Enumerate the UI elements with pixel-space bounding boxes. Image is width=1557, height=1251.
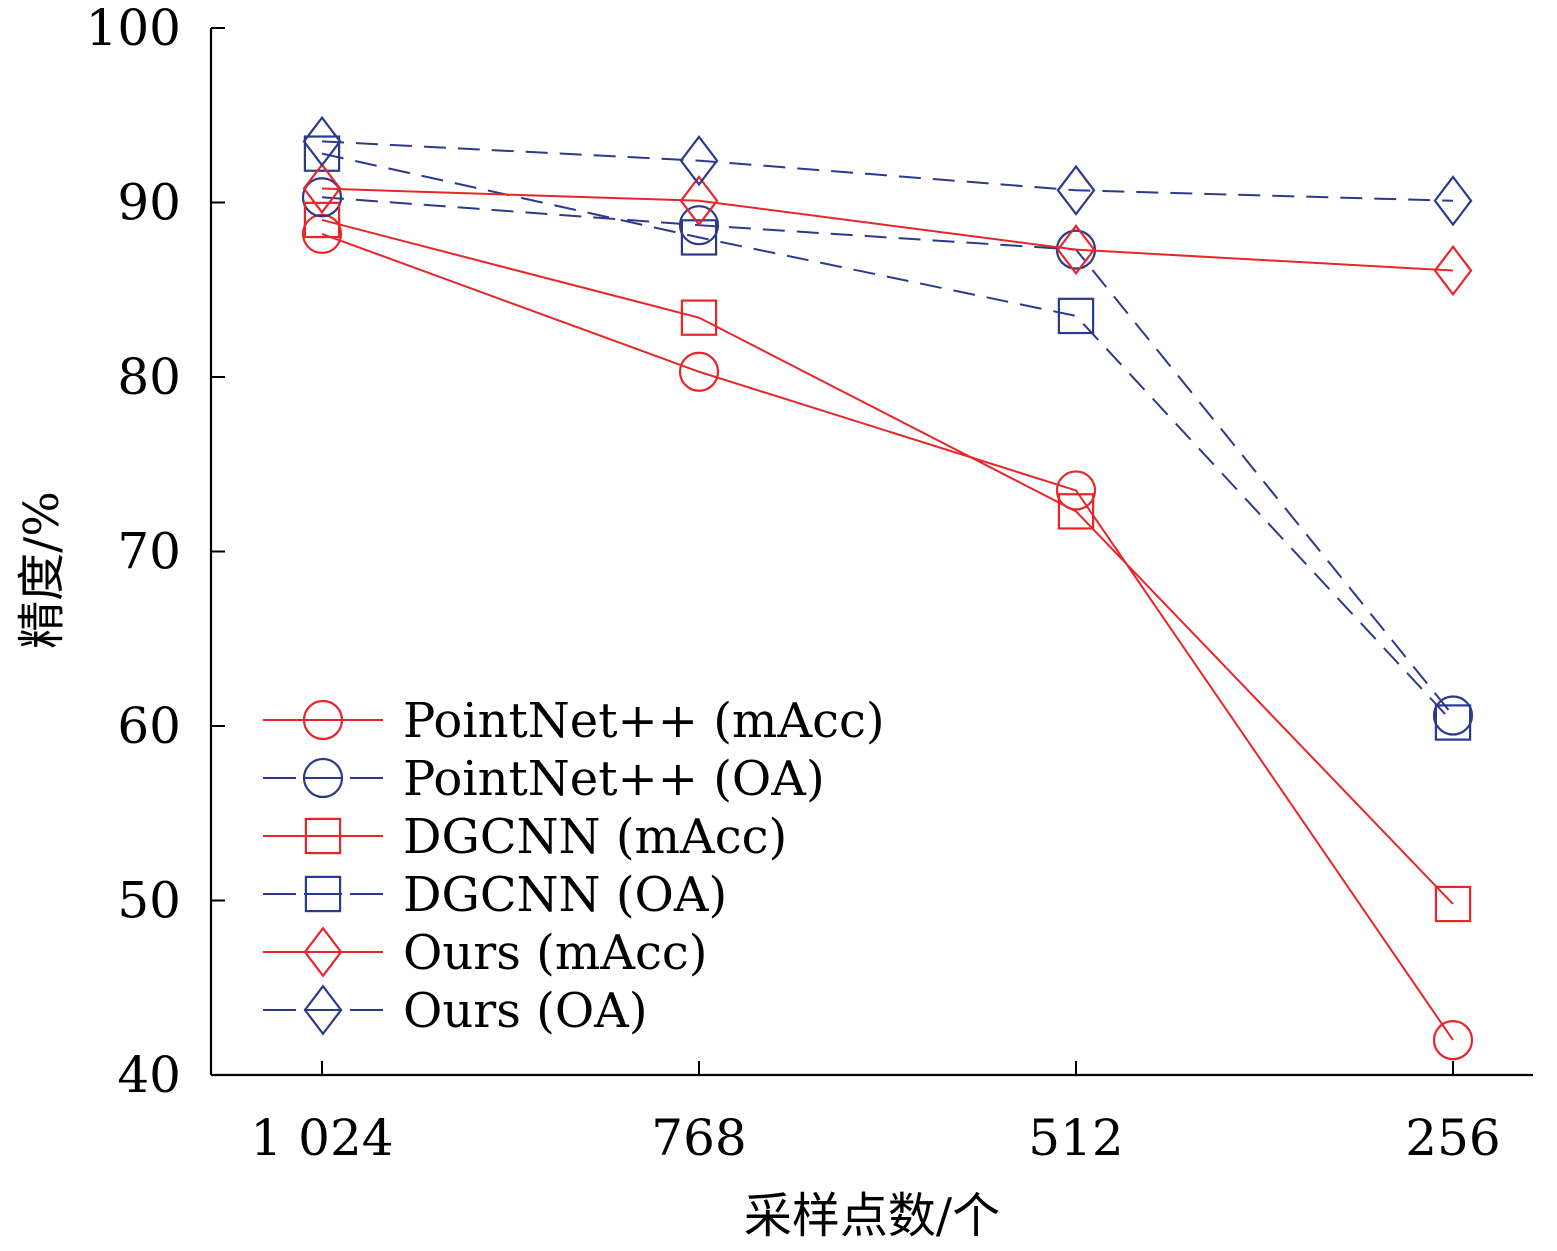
data-point-2-3 [1434, 885, 1472, 923]
series-line-3 [321, 152, 1454, 724]
legend-item-0: PointNet++ (mAcc) [263, 693, 885, 749]
series-line-0 [321, 232, 1454, 1041]
data-point-0-2 [1055, 470, 1097, 511]
series-line-5 [321, 140, 1454, 202]
legend-marker-2 [304, 817, 342, 855]
data-point-3-1 [680, 219, 718, 256]
series-5 [302, 115, 1473, 227]
legend-label-1: PointNet++ (OA) [403, 751, 825, 807]
data-point-0-3 [1432, 1019, 1474, 1061]
x-tick-label-2: 512 [1028, 1109, 1123, 1167]
data-point-2-1 [680, 299, 718, 336]
legend-label-2: DGCNN (mAcc) [403, 809, 787, 865]
y-tick-label-90: 90 [117, 174, 181, 232]
series-0 [301, 213, 1474, 1061]
y-tick-label-40: 40 [117, 1046, 181, 1104]
legend-marker-3 [304, 875, 342, 913]
legend-label-4: Ours (mAcc) [403, 925, 708, 981]
data-point-4-2 [1056, 224, 1096, 276]
x-tick-label-1: 768 [651, 1109, 746, 1167]
x-axis-title: 采样点数/个 [744, 1188, 1000, 1244]
data-point-2-2 [1057, 493, 1095, 530]
data-point-4-0 [302, 162, 342, 215]
legend: PointNet++ (mAcc)PointNet++ (OA)DGCNN (m… [263, 693, 885, 1039]
data-point-5-0 [302, 115, 342, 167]
legend-marker-1 [302, 757, 344, 799]
y-tick-label-80: 80 [117, 348, 181, 406]
data-point-2-0 [303, 201, 341, 239]
data-point-3-0 [303, 135, 341, 172]
legend-marker-5 [303, 984, 343, 1036]
y-tick-label-70: 70 [117, 523, 181, 581]
series-layer [301, 115, 1474, 1061]
data-point-4-3 [1433, 244, 1473, 297]
legend-marker-0 [302, 699, 344, 741]
data-point-3-3 [1434, 704, 1472, 741]
y-tick-label-100: 100 [86, 0, 181, 57]
series-2 [303, 201, 1472, 923]
data-point-1-3 [1432, 695, 1474, 736]
legend-item-5: Ours (OA) [263, 983, 648, 1039]
legend-marker-4 [303, 926, 343, 978]
legend-label-0: PointNet++ (mAcc) [403, 693, 885, 749]
x-tick-label-0: 1 024 [250, 1109, 393, 1167]
data-point-4-1 [679, 175, 719, 227]
y-axis-title: 精度/% [14, 491, 70, 649]
legend-item-1: PointNet++ (OA) [263, 751, 825, 807]
data-point-0-1 [678, 351, 720, 392]
axes: 40 50 60 70 80 90 100 1 024 768 512 256 [86, 0, 1533, 1167]
series-line-2 [321, 218, 1454, 905]
y-tick-label-60: 60 [117, 697, 181, 755]
legend-label-5: Ours (OA) [403, 983, 648, 1039]
data-point-3-2 [1057, 297, 1095, 335]
series-line-4 [321, 187, 1454, 272]
legend-item-4: Ours (mAcc) [263, 925, 708, 981]
legend-item-2: DGCNN (mAcc) [263, 809, 787, 865]
data-point-5-3 [1433, 175, 1473, 227]
legend-label-3: DGCNN (OA) [403, 867, 727, 923]
data-point-5-2 [1056, 164, 1096, 216]
data-point-0-0 [301, 213, 343, 255]
y-tick-label-50: 50 [117, 872, 181, 930]
legend-item-3: DGCNN (OA) [263, 867, 727, 923]
x-tick-label-3: 256 [1405, 1109, 1500, 1167]
data-point-1-1 [678, 205, 720, 246]
data-point-1-0 [301, 177, 343, 218]
series-3 [303, 135, 1472, 741]
series-line-1 [321, 196, 1454, 717]
data-point-5-1 [679, 135, 719, 187]
series-4 [302, 162, 1473, 297]
